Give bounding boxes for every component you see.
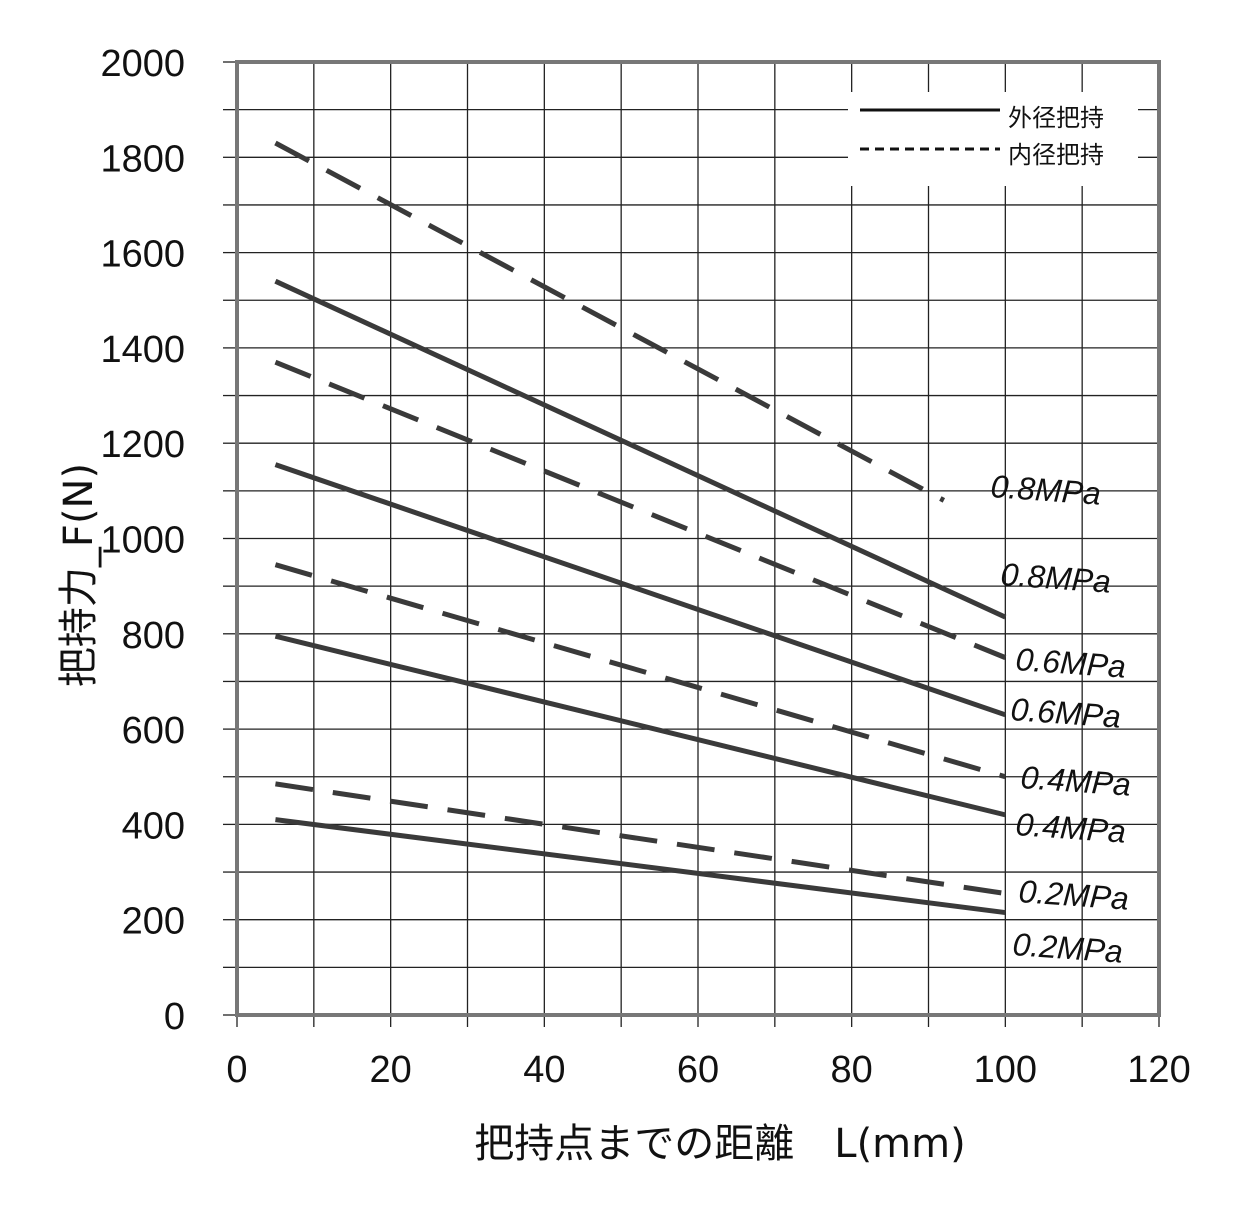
series-label: 0.4MPa — [1020, 759, 1133, 803]
y-tick-label: 1200 — [100, 424, 185, 466]
series-line-outer-0.4MPa — [274, 633, 1006, 818]
y-tick-label: 1600 — [100, 234, 185, 276]
y-tick-label: 200 — [122, 901, 185, 943]
series-line-inner-0.8MPa — [274, 140, 946, 503]
series-label: 0.4MPa — [1015, 806, 1128, 850]
x-tick-label: 20 — [370, 1049, 412, 1091]
grid — [223, 60, 1161, 1027]
series-line-inner-0.4MPa — [274, 562, 1007, 780]
y-tick-label: 600 — [122, 710, 185, 752]
x-tick-label: 120 — [1127, 1049, 1190, 1091]
y-axis-title: 把持力_F(N) — [56, 463, 102, 687]
series-label: 0.2MPa — [1018, 873, 1131, 917]
y-tick-label: 800 — [122, 615, 185, 657]
series-label: 0.6MPa — [1010, 691, 1123, 735]
x-tick-label: 0 — [226, 1049, 247, 1091]
tick-labels: 0 20 40 60 80 100 1200200400600800100012001400… — [100, 43, 1190, 1091]
plot-frame — [235, 60, 1161, 1017]
series-label: 0.6MPa — [1015, 641, 1128, 685]
x-tick-label: 40 — [523, 1049, 565, 1091]
legend-label-outer: 外径把持 — [1008, 104, 1104, 132]
x-tick-label: 60 — [677, 1049, 719, 1091]
y-tick-label: 1000 — [100, 520, 185, 562]
y-tick-label: 2000 — [100, 43, 185, 85]
series-line-outer-0.8MPa — [274, 278, 1007, 620]
x-axis-title: 把持点までの距離 L(mm) — [474, 1121, 965, 1167]
series-line-inner-0.2MPa — [275, 781, 1006, 896]
y-tick-label: 0 — [164, 996, 185, 1038]
legend-label-inner: 内径把持 — [1008, 141, 1104, 169]
series-line-outer-0.2MPa — [275, 817, 1006, 916]
y-tick-label: 1800 — [100, 138, 185, 180]
y-tick-label: 400 — [122, 805, 185, 847]
x-tick-label: 100 — [974, 1049, 1037, 1091]
series-label: 0.8MPa — [1000, 556, 1113, 600]
series-lines — [274, 140, 1007, 916]
legend-box — [848, 92, 1138, 186]
series-label: 0.2MPa — [1012, 926, 1125, 970]
series-line-inner-0.6MPa — [274, 359, 1007, 660]
series-label: 0.8MPa — [990, 468, 1103, 512]
y-tick-label: 1400 — [100, 329, 185, 371]
series-line-outer-0.6MPa — [274, 462, 1007, 718]
legend: 外径把持 内径把持 — [848, 92, 1138, 186]
x-tick-label: 80 — [831, 1049, 873, 1091]
